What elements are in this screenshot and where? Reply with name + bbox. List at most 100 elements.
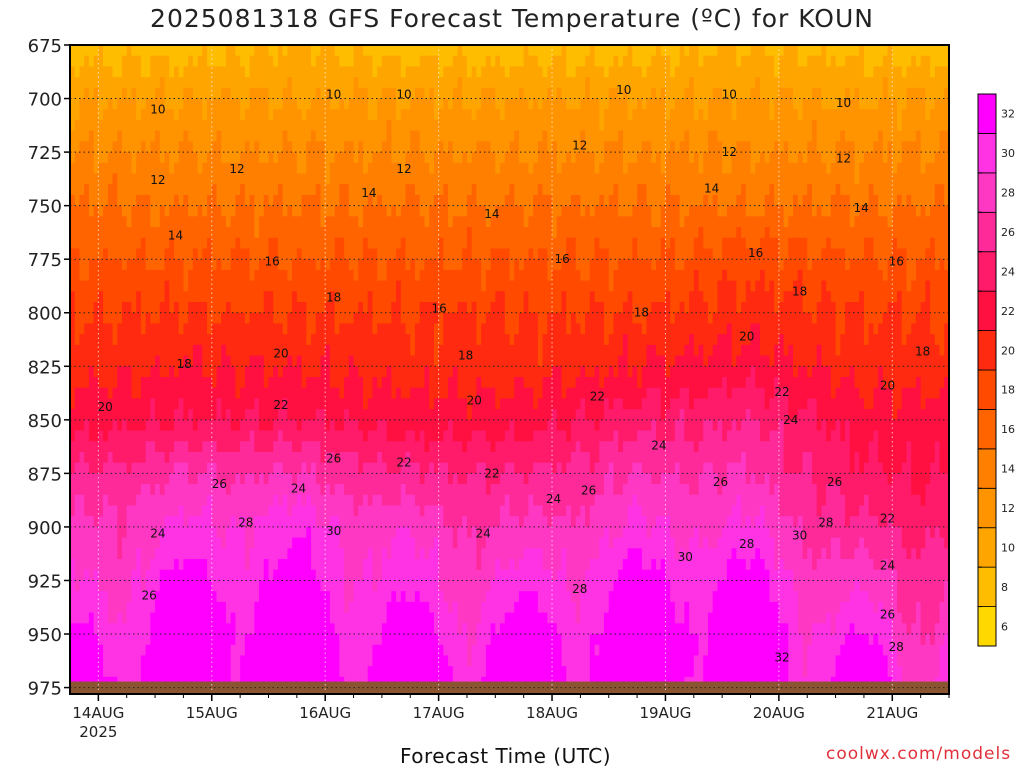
temperature-cell: [136, 227, 142, 239]
temperature-cell: [471, 227, 478, 239]
temperature-cell: [301, 98, 307, 110]
temperature-cell: [684, 130, 690, 142]
temperature-cell: [126, 109, 133, 121]
temperature-cell: [561, 237, 567, 250]
temperature-cell: [448, 162, 454, 175]
temperature-cell: [70, 227, 76, 239]
temperature-cell: [240, 194, 246, 207]
temperature-cell: [103, 66, 109, 78]
temperature-cell: [140, 130, 147, 142]
temperature-cell: [164, 291, 170, 303]
temperature-cell: [381, 66, 388, 78]
temperature-cell: [887, 216, 893, 228]
temperature-cell: [566, 173, 572, 185]
temperature-cell: [707, 312, 714, 325]
temperature-cell: [759, 269, 766, 282]
temperature-cell: [939, 237, 945, 250]
temperature-cell: [944, 152, 950, 164]
temperature-cell: [830, 280, 837, 292]
temperature-cell: [296, 248, 303, 260]
temperature-cell: [183, 194, 189, 207]
temperature-cell: [736, 237, 742, 250]
temperature-cell: [400, 280, 407, 292]
temperature-cell: [641, 45, 648, 57]
temperature-cell: [863, 130, 870, 142]
temperature-cell: [689, 66, 695, 78]
temperature-cell: [873, 45, 879, 57]
temperature-cell: [405, 45, 411, 57]
temperature-cell: [410, 141, 416, 153]
temperature-cell: [811, 130, 818, 142]
temperature-cell: [433, 66, 440, 78]
temperature-cell: [93, 66, 99, 78]
temperature-cell: [944, 119, 950, 132]
temperature-cell: [240, 173, 246, 185]
temperature-cell: [537, 269, 544, 282]
temperature-cell: [821, 141, 827, 153]
temperature-cell: [429, 184, 435, 196]
temperature-cell: [84, 77, 90, 89]
temperature-cell: [207, 173, 213, 185]
temperature-cell: [915, 109, 922, 121]
temperature-cell: [693, 109, 700, 121]
temperature-cell: [759, 55, 766, 68]
temperature-cell: [580, 98, 586, 110]
temperature-cell: [235, 66, 241, 78]
temperature-cell: [755, 162, 761, 175]
temperature-cell: [845, 87, 851, 100]
temperature-cell: [433, 237, 440, 250]
temperature-cell: [504, 227, 511, 239]
temperature-cell: [433, 259, 440, 271]
temperature-cell: [131, 312, 137, 325]
temperature-cell: [485, 269, 492, 282]
temperature-cell: [882, 162, 889, 175]
temperature-cell: [788, 237, 794, 250]
temperature-cell: [372, 302, 378, 314]
temperature-cell: [136, 152, 142, 164]
temperature-cell: [381, 109, 388, 121]
temperature-cell: [169, 323, 175, 335]
temperature-cell: [934, 77, 941, 89]
temperature-cell: [353, 312, 359, 325]
temperature-cell: [518, 302, 525, 314]
temperature-cell: [778, 205, 785, 217]
temperature-cell: [400, 302, 407, 314]
temperature-cell: [717, 162, 723, 175]
temperature-cell: [259, 259, 265, 271]
temperature-cell: [372, 45, 378, 57]
temperature-cell: [679, 130, 685, 142]
temperature-cell: [197, 205, 203, 217]
temperature-cell: [367, 269, 374, 282]
temperature-cell: [178, 184, 185, 196]
temperature-cell: [429, 55, 435, 68]
temperature-cell: [221, 141, 227, 153]
temperature-cell: [518, 45, 525, 57]
temperature-cell: [826, 141, 832, 153]
temperature-cell: [561, 248, 567, 260]
temperature-cell: [731, 109, 737, 121]
temperature-cell: [731, 291, 737, 303]
temperature-cell: [103, 184, 109, 196]
temperature-cell: [788, 259, 794, 271]
temperature-cell: [424, 248, 430, 260]
temperature-cell: [570, 194, 577, 207]
temperature-cell: [769, 98, 775, 110]
temperature-cell: [882, 109, 889, 121]
temperature-cell: [140, 152, 147, 164]
temperature-cell: [793, 152, 799, 164]
temperature-cell: [816, 98, 823, 110]
temperature-cell: [646, 173, 652, 185]
temperature-cell: [920, 109, 926, 121]
temperature-cell: [70, 237, 76, 250]
temperature-cell: [920, 141, 926, 153]
temperature-cell: [585, 269, 591, 282]
temperature-cell: [485, 259, 492, 271]
temperature-cell: [826, 248, 832, 260]
temperature-cell: [410, 323, 416, 335]
temperature-cell: [117, 98, 123, 110]
temperature-cell: [670, 55, 676, 68]
temperature-cell: [259, 141, 265, 153]
temperature-cell: [821, 66, 827, 78]
temperature-cell: [651, 280, 657, 292]
temperature-cell: [698, 323, 704, 335]
